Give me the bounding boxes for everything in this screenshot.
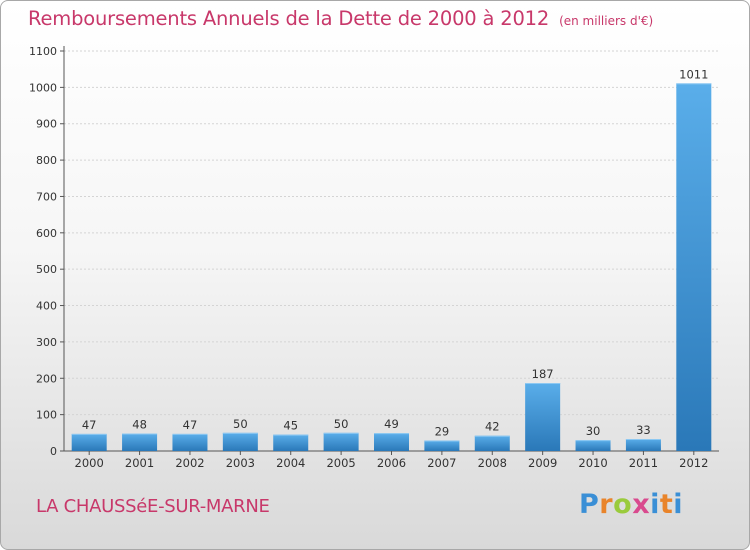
logo-letter: i [673, 489, 684, 520]
data-labels: 47 48 47 50 45 50 49 29 42 187 30 33 1011 [82, 67, 709, 438]
y-tick-label: 500 [36, 263, 57, 276]
data-label-2005: 50 [334, 417, 349, 431]
x-tick-labels: 2000 2001 2002 2003 2004 2005 2006 2007 2008 2009… [75, 456, 709, 470]
bar-2007 [424, 440, 460, 451]
logo-letter: t [659, 489, 674, 520]
bar-2003 [222, 432, 258, 451]
city-name: LA CHAUSSéE-SUR-MARNE [36, 496, 270, 517]
x-tick-label-2009: 2009 [528, 456, 557, 470]
y-tick-label: 100 [36, 409, 57, 422]
data-label-2003: 50 [233, 417, 248, 431]
bar-2000 [71, 433, 107, 451]
x-tick-label-2006: 2006 [377, 456, 406, 470]
x-tick-label-2012: 2012 [679, 456, 708, 470]
y-tick-labels: 0 100 200 300 400 500 600 700 800 900 1000 1100 [29, 45, 57, 458]
y-tick-label: 0 [50, 445, 57, 458]
grid-lines [64, 50, 719, 416]
chart-title: Remboursements Annuels de la Dette de 20… [28, 7, 653, 30]
logo-letter: i [650, 489, 660, 520]
proxiti-logo: Proxiti [579, 489, 683, 520]
y-tick-label: 1100 [29, 45, 57, 58]
bar-2011 [625, 439, 661, 451]
y-tick-label: 700 [36, 190, 57, 203]
x-tick-label-2000: 2000 [75, 456, 104, 470]
bar-2008 [474, 435, 510, 451]
x-tick-label-2005: 2005 [326, 456, 355, 470]
data-label-2007: 29 [435, 424, 450, 438]
bar-2002 [172, 433, 208, 451]
bar-2009 [525, 383, 561, 451]
bars [71, 83, 712, 451]
logo-letter: o [613, 489, 633, 520]
data-label-2006: 49 [384, 417, 399, 431]
bar-2005 [323, 432, 359, 451]
x-tick-label-2010: 2010 [578, 456, 607, 470]
x-tick-label-2001: 2001 [125, 456, 154, 470]
data-label-2012: 1011 [679, 67, 708, 81]
y-tick-label: 800 [36, 154, 57, 167]
data-label-2010: 30 [586, 424, 601, 438]
x-tick-label-2003: 2003 [226, 456, 255, 470]
y-tick-label: 200 [36, 372, 57, 385]
bar-2004 [273, 434, 309, 451]
y-tick-label: 900 [36, 118, 57, 131]
x-tick-label-2011: 2011 [629, 456, 658, 470]
bar-2001 [122, 433, 158, 451]
axes [60, 46, 719, 455]
bar-2010 [575, 440, 611, 451]
data-label-2009: 187 [532, 367, 554, 381]
x-tick-label-2007: 2007 [427, 456, 456, 470]
data-label-2001: 48 [132, 418, 147, 432]
data-label-2008: 42 [485, 420, 500, 434]
data-label-2004: 45 [283, 419, 298, 433]
x-tick-label-2004: 2004 [276, 456, 305, 470]
logo-letter: r [599, 489, 614, 520]
y-tick-label: 1000 [29, 81, 57, 94]
bar-2006 [374, 433, 409, 451]
y-tick-label: 600 [36, 227, 57, 240]
x-tick-label-2002: 2002 [175, 456, 204, 470]
bar-2012 [676, 83, 712, 451]
data-label-2002: 47 [183, 418, 198, 432]
chart-title-text: Remboursements Annuels de la Dette de 20… [28, 7, 550, 30]
chart-unit: (en milliers d'€) [559, 14, 654, 28]
data-label-2000: 47 [82, 418, 97, 432]
x-tick-label-2008: 2008 [478, 456, 507, 470]
y-tick-label: 400 [36, 300, 57, 313]
logo-letter: P [579, 489, 600, 520]
logo-letter: x [632, 489, 651, 520]
data-label-2011: 33 [636, 423, 651, 437]
y-tick-label: 300 [36, 336, 57, 349]
